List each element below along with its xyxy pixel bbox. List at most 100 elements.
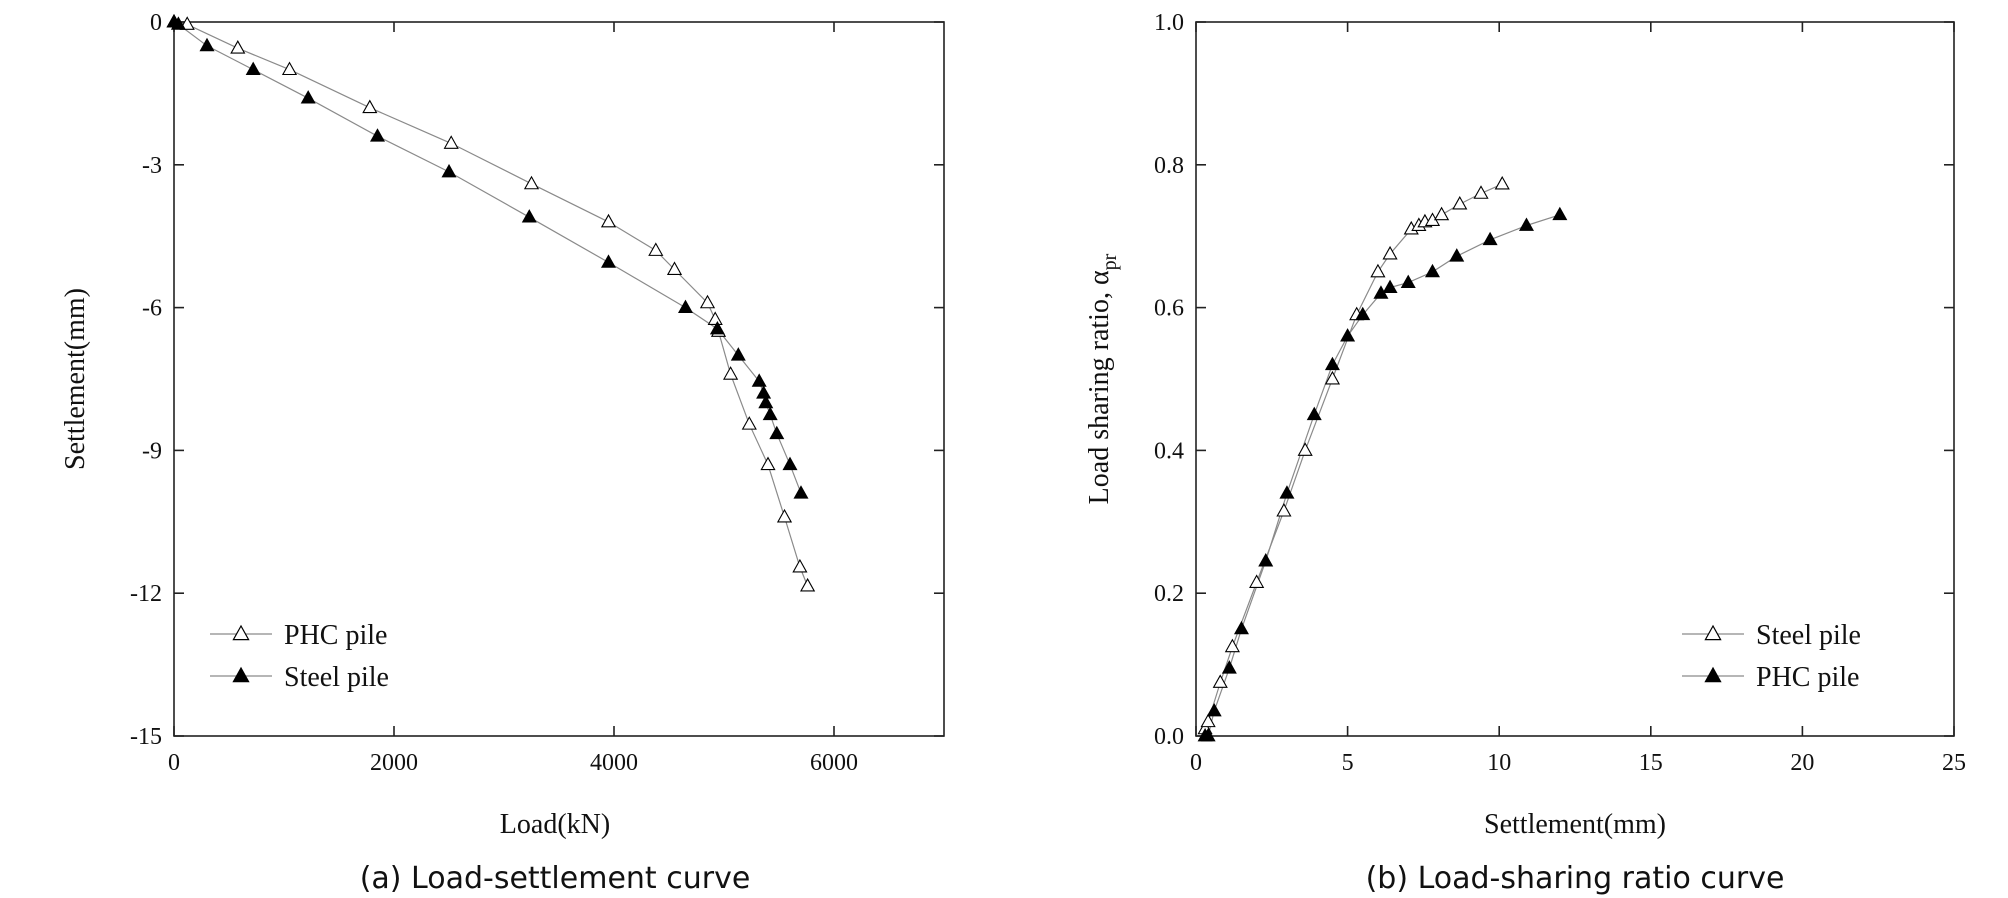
data-point-phc-pile [1355,306,1371,321]
data-point-phc-pile [600,213,617,228]
data-point-steel-pile [1382,245,1398,260]
y-tick-label: -15 [130,724,162,750]
x-tick-label: 0 [1190,750,1202,776]
data-point-steel-pile [170,16,186,30]
data-point-phc-pile [1233,620,1249,635]
data-point-steel-pile [1473,185,1489,199]
x-tick-label: 10 [1487,750,1511,776]
data-point-steel-pile [600,254,617,268]
data-point-phc-pile [1449,248,1465,262]
data-point-steel-pile [521,209,537,223]
y-tick-label: 0.4 [1154,438,1184,464]
data-point-steel-pile [369,128,386,142]
data-point-steel-pile [1370,263,1386,278]
y-tick-label: -3 [142,153,162,179]
legend-label-steel-a: Steel pile [284,662,389,693]
data-point-phc-pile [1552,206,1568,221]
data-point-steel-pile [709,320,725,335]
x-axis-label-a: Load(kN) [500,809,610,840]
data-point-steel-pile [199,37,215,52]
x-tick-label: 0 [168,750,180,776]
data-point-steel-pile [769,425,785,440]
data-point-phc-pile [230,40,246,54]
legend-label-phc-b: PHC pile [1756,662,1859,693]
data-point-steel-pile [758,394,774,409]
data-point-phc-pile [362,99,378,114]
x-tick-label: 6000 [810,750,858,776]
data-point-phc-pile [792,558,808,573]
data-point-steel-pile [730,347,746,361]
data-point-steel-pile [441,163,457,178]
data-point-steel-pile [1249,574,1265,588]
y-axis-label-a: Settlement(mm) [60,288,91,470]
data-point-phc-pile [800,577,816,592]
y-tick-label: 0.8 [1154,153,1184,179]
load-settlement-chart: 0 2000 4000 6000 0 -3 -6 -9 -12 -15 Load(kN) Sett… [60,10,945,896]
data-point-phc-pile [281,61,298,76]
x-tick-label: 15 [1639,750,1663,776]
legend-label-steel-b: Steel pile [1756,620,1861,651]
data-point-steel-pile [1324,370,1341,385]
data-point-phc-pile [1324,356,1340,371]
data-point-steel-pile [1297,442,1313,456]
data-point-steel-pile [1494,175,1510,190]
y-axis-label-b: Load sharing ratio, αpr [1084,253,1121,504]
data-point-steel-pile [1224,638,1240,653]
data-point-phc-pile [1382,279,1398,294]
data-point-steel-pile [751,373,767,387]
data-point-steel-pile [782,456,798,471]
x-tick-label: 2000 [370,750,418,776]
data-point-steel-pile [1212,674,1228,688]
y-tick-label: 1.0 [1154,10,1184,36]
data-point-phc-pile [648,242,664,256]
data-point-phc-pile [1482,231,1498,246]
data-point-steel-pile [793,485,809,499]
data-point-phc-pile [1400,274,1416,289]
data-point-steel-pile [677,299,694,313]
y-tick-label: -12 [130,581,162,607]
legend-b: Steel pile PHC pile [1682,620,1861,693]
data-point-phc-pile [741,416,757,430]
data-point-phc-pile [1424,263,1440,278]
data-point-phc-pile [1279,485,1295,499]
data-point-phc-pile [1221,660,1237,674]
data-point-phc-pile [523,175,540,190]
x-tick-label: 20 [1790,750,1814,776]
legend-marker [232,624,250,641]
data-point-steel-pile [245,61,261,75]
legend-marker [1704,666,1722,683]
data-point-phc-pile [1306,406,1322,421]
y-tick-label: 0.0 [1154,724,1184,750]
y-tick-label: 0.2 [1154,581,1184,607]
data-point-phc-pile [760,456,776,471]
series-line-steel-pile [173,21,802,494]
y-tick-label: -6 [142,296,162,322]
x-axis-label-b: Settlement(mm) [1484,809,1666,840]
data-point-steel-pile [762,406,778,421]
legend-marker [1704,624,1722,641]
x-tick-label: 25 [1942,750,1966,776]
data-point-steel-pile [1434,206,1450,221]
y-tick-label: 0 [150,10,162,36]
y-tick-label: 0.6 [1154,296,1184,322]
series-line-steel-pile [1204,183,1503,730]
x-tick-label: 4000 [590,750,638,776]
data-point-phc-pile [1200,727,1216,742]
data-point-phc-pile [1258,553,1274,567]
data-point-phc-pile [776,508,793,523]
data-point-phc-pile [1518,217,1534,231]
load-sharing-chart: 0 5 10 15 20 25 0.0 0.2 0.4 0.6 0.8 1.0 Settlement(… [1084,10,1966,896]
data-point-steel-pile [300,90,316,104]
data-point-phc-pile [443,135,459,149]
legend-marker [232,666,250,683]
data-point-phc-pile [707,311,723,325]
data-point-steel-pile [756,385,772,399]
legend-label-phc-a: PHC pile [284,620,387,651]
plot-frame-a [173,21,945,737]
data-point-steel-pile [1452,195,1468,210]
y-tick-label: -9 [142,438,162,464]
plot-frame-b [1195,21,1955,737]
data-point-phc-pile [723,366,739,380]
data-point-phc-pile [1206,702,1222,717]
